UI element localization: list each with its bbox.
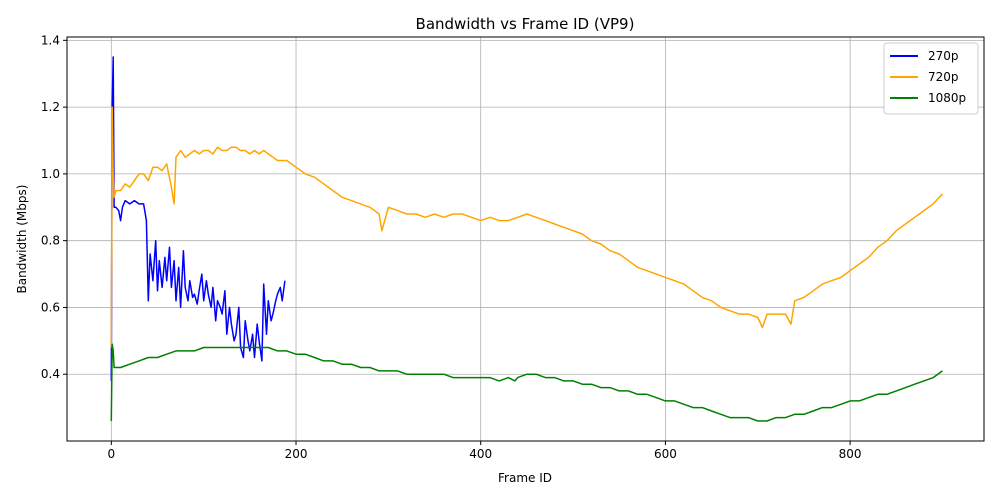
series-lines xyxy=(110,56,943,422)
y-tick-label: 1.0 xyxy=(41,167,60,181)
legend-label-270p: 270p xyxy=(928,49,959,63)
y-axis-label: Bandwidth (Mbps) xyxy=(15,185,29,294)
y-tick-label: 1.4 xyxy=(41,33,60,47)
legend-label-720p: 720p xyxy=(928,70,959,84)
series-line-270p xyxy=(110,56,286,381)
axis-ticks: 0 200 400 600 800 0.4 0.6 0.8 1.0 1.2 1.4 xyxy=(41,33,862,461)
grid xyxy=(67,37,984,441)
y-tick-label: 0.4 xyxy=(41,367,60,381)
x-tick-label: 0 xyxy=(108,447,116,461)
x-axis-label: Frame ID xyxy=(498,471,552,485)
series-line-1080p xyxy=(110,343,943,422)
plot-frame xyxy=(66,36,985,442)
y-tick-label: 0.8 xyxy=(41,234,60,248)
legend-label-1080p: 1080p xyxy=(928,91,966,105)
chart-title: Bandwidth vs Frame ID (VP9) xyxy=(416,15,635,33)
legend-box xyxy=(883,42,979,115)
y-tick-label: 1.2 xyxy=(41,100,60,114)
y-tick-label: 0.6 xyxy=(41,300,60,314)
legend: 270p 720p 1080p xyxy=(883,42,979,115)
x-tick-label: 800 xyxy=(839,447,862,461)
series-line-720p xyxy=(110,106,943,348)
x-tick-label: 200 xyxy=(285,447,308,461)
x-tick-label: 600 xyxy=(654,447,677,461)
x-tick-label: 400 xyxy=(469,447,492,461)
